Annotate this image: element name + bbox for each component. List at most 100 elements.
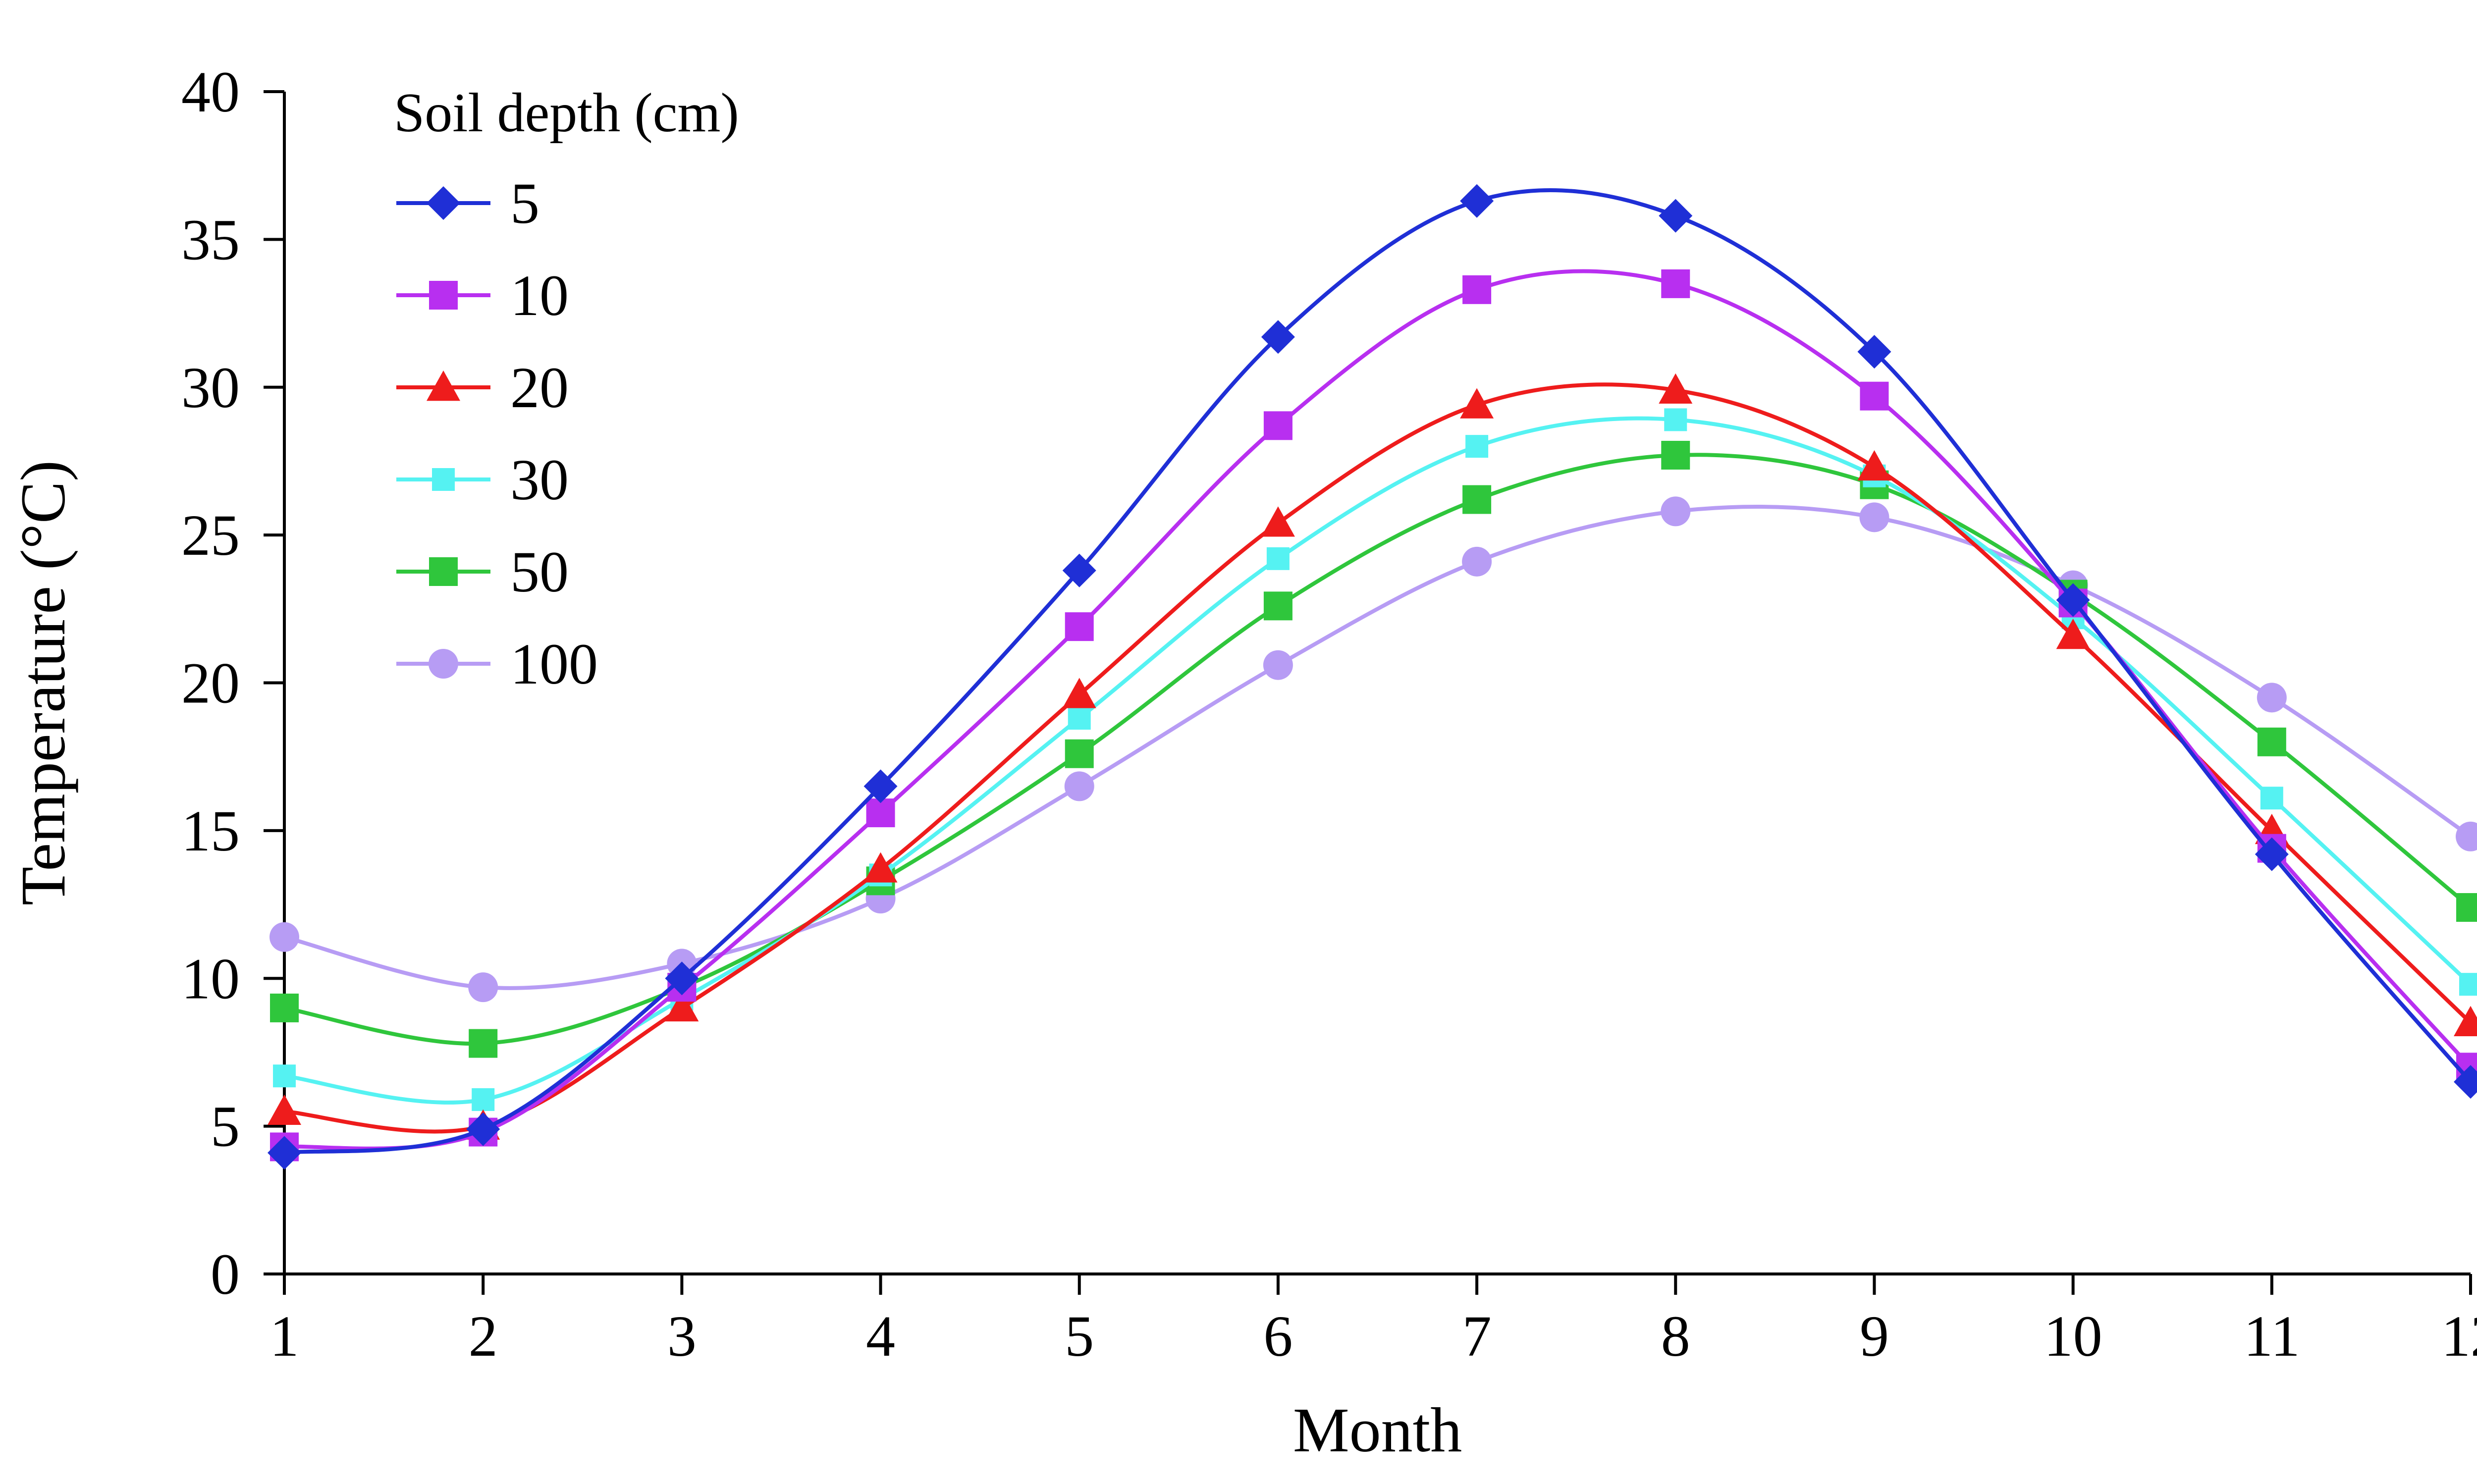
data-point <box>665 991 699 1022</box>
series-10 <box>270 269 2477 1162</box>
legend-item-50: 50 <box>396 539 569 604</box>
legend-item-5: 5 <box>396 171 539 236</box>
data-point <box>1460 388 1494 419</box>
data-point <box>863 769 898 803</box>
y-tick-label: 20 <box>181 651 240 716</box>
legend-marker <box>429 557 458 586</box>
data-point <box>1462 485 1492 514</box>
x-tick-label: 11 <box>2244 1304 2300 1369</box>
x-tick-label: 7 <box>1462 1304 1492 1369</box>
data-point <box>466 1112 500 1146</box>
y-axis-title: Temperature (°C) <box>8 460 78 905</box>
data-point <box>1857 335 1891 369</box>
data-point <box>863 852 898 883</box>
x-tick-label: 1 <box>270 1304 299 1369</box>
data-point <box>1261 320 1295 354</box>
x-tick-label: 3 <box>667 1304 697 1369</box>
series-line <box>284 416 2472 1105</box>
x-axis-title: Month <box>1293 1395 1462 1465</box>
data-point <box>2454 1065 2477 1099</box>
y-tick-label: 30 <box>181 355 240 420</box>
data-point <box>2456 893 2477 922</box>
data-point <box>1064 771 1094 801</box>
x-tick-label: 4 <box>866 1304 895 1369</box>
series-30 <box>273 408 2477 1111</box>
data-point <box>1462 275 1492 304</box>
legend-marker <box>429 281 458 310</box>
data-point <box>1460 184 1494 218</box>
legend-item-10: 10 <box>396 263 569 328</box>
series-line <box>284 269 2472 1151</box>
x-tick-label: 8 <box>1661 1304 1690 1369</box>
legend-label: 5 <box>510 171 539 236</box>
legend-label: 100 <box>510 632 598 696</box>
legend-marker <box>429 649 458 679</box>
data-point <box>268 1136 301 1170</box>
data-point <box>1065 739 1094 768</box>
data-point <box>1661 441 1690 470</box>
data-point <box>270 993 299 1022</box>
data-point <box>468 972 498 1003</box>
data-point <box>273 1064 296 1088</box>
data-point <box>2056 583 2090 617</box>
data-point <box>2257 683 2287 713</box>
legend-label: 10 <box>510 263 569 328</box>
y-tick-label: 40 <box>181 59 240 124</box>
y-tick-label: 5 <box>211 1094 240 1159</box>
x-tick-label: 5 <box>1065 1304 1094 1369</box>
data-point <box>268 1094 301 1125</box>
series-50 <box>270 441 2477 1058</box>
data-point <box>269 922 299 952</box>
series-line <box>284 188 2473 1155</box>
y-tick-label: 25 <box>181 503 240 568</box>
legend-marker <box>427 186 460 220</box>
axes: 0510152025303540123456789101112 <box>181 59 2477 1369</box>
data-point <box>1659 373 1693 404</box>
data-point <box>469 1029 498 1058</box>
data-point <box>665 961 699 996</box>
legend-item-30: 30 <box>396 447 569 512</box>
data-point <box>1857 450 1891 481</box>
data-point <box>2459 973 2477 996</box>
legend-title: Soil depth (cm) <box>394 82 739 144</box>
y-tick-label: 35 <box>181 207 240 272</box>
legend-label: 50 <box>510 539 569 604</box>
x-tick-label: 12 <box>2441 1304 2477 1369</box>
data-point <box>2454 1006 2477 1036</box>
series-layer <box>268 184 2477 1170</box>
data-point <box>1065 612 1094 641</box>
y-tick-label: 10 <box>181 946 240 1011</box>
legend-item-100: 100 <box>396 632 598 696</box>
series-line <box>284 382 2472 1134</box>
y-tick-label: 15 <box>181 798 240 863</box>
legend: 5 10 20 30 50 100 <box>396 171 598 696</box>
data-point <box>2255 837 2289 871</box>
data-point <box>1659 199 1693 233</box>
x-tick-label: 9 <box>1860 1304 1889 1369</box>
data-point <box>2056 619 2090 649</box>
x-tick-label: 2 <box>469 1304 498 1369</box>
data-point <box>1261 506 1295 537</box>
series-20 <box>268 373 2477 1140</box>
data-point <box>1266 547 1290 570</box>
x-tick-label: 6 <box>1263 1304 1292 1369</box>
series-line <box>284 453 2472 1046</box>
series-line <box>284 504 2472 990</box>
x-tick-label: 10 <box>2044 1304 2102 1369</box>
data-point <box>1062 678 1096 708</box>
data-point <box>2456 821 2477 851</box>
data-point <box>1859 502 1889 532</box>
data-point <box>1661 269 1690 298</box>
data-point <box>1263 411 1292 440</box>
legend-item-20: 20 <box>396 355 569 420</box>
data-point <box>1062 553 1096 587</box>
series-5 <box>268 184 2477 1170</box>
data-point <box>1462 546 1492 577</box>
data-point <box>866 798 895 828</box>
legend-label: 30 <box>510 447 569 512</box>
data-point <box>1664 408 1687 431</box>
data-point <box>472 1088 495 1111</box>
y-tick-label: 0 <box>211 1242 240 1307</box>
legend-marker <box>427 371 460 401</box>
